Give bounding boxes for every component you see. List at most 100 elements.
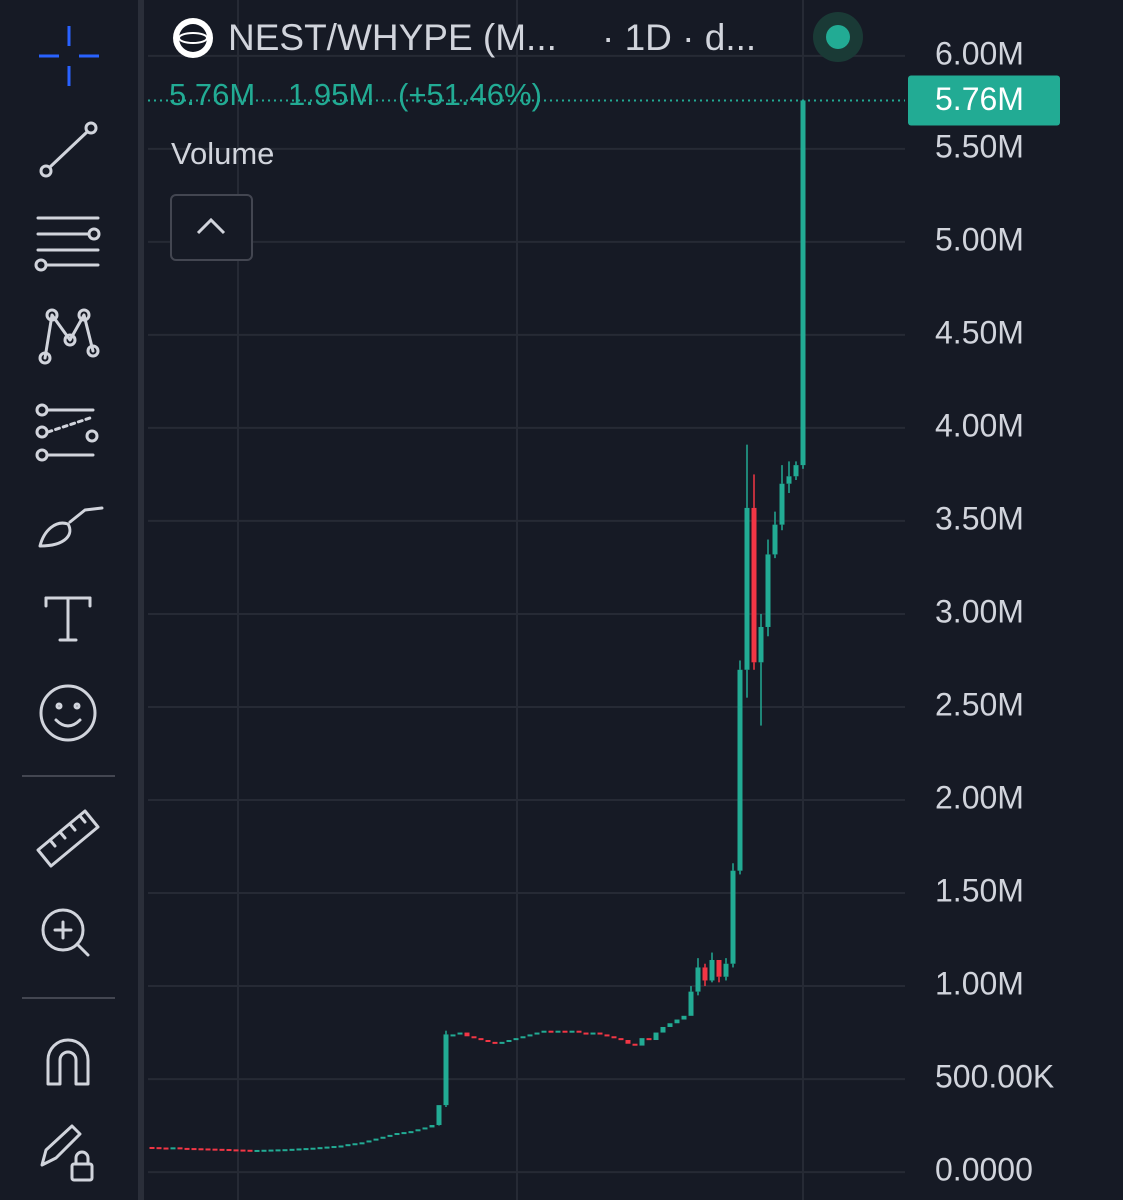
candle-body	[492, 1041, 498, 1044]
candle-body	[394, 1133, 400, 1136]
candle-body	[156, 1147, 162, 1150]
y-tick-label: 1.00M	[935, 965, 1024, 1001]
legend-value: 5.76M	[169, 77, 255, 112]
candle-body	[527, 1034, 533, 1037]
status-dot	[826, 25, 850, 49]
y-tick-label: 0.0000	[935, 1152, 1033, 1188]
pattern-tool[interactable]	[38, 308, 100, 365]
candle-body	[716, 960, 722, 977]
candle-body	[751, 507, 757, 663]
candle-body	[520, 1036, 526, 1039]
candle-body	[737, 669, 743, 871]
candle-body	[233, 1149, 239, 1152]
lock-drawing-tool[interactable]	[40, 1124, 94, 1182]
legend-change: 1.95M	[288, 77, 374, 112]
candle-body	[380, 1136, 386, 1139]
candle-body	[772, 524, 778, 555]
candle-body	[513, 1038, 519, 1041]
collapse-icon	[196, 217, 226, 235]
candle-body	[310, 1147, 316, 1150]
candle-body	[485, 1040, 491, 1042]
candle-body	[226, 1149, 232, 1152]
candle-body	[289, 1148, 295, 1151]
candle-body	[541, 1030, 547, 1033]
candle-body	[695, 967, 701, 992]
y-tick-label: 6.00M	[935, 35, 1024, 71]
candle-body	[660, 1026, 666, 1033]
brush-tool[interactable]	[38, 506, 104, 548]
candle-body	[723, 963, 729, 977]
candle-body	[198, 1148, 204, 1151]
y-tick-label: 1.50M	[935, 872, 1024, 908]
candle-body	[170, 1147, 176, 1150]
candle-body	[702, 967, 708, 981]
candle-body	[247, 1149, 253, 1152]
candle-body	[618, 1038, 624, 1041]
y-tick-label: 5.50M	[935, 128, 1024, 164]
y-tick-label: 4.00M	[935, 407, 1024, 443]
candle-body	[464, 1032, 470, 1037]
last-price-label: 5.76M	[935, 81, 1024, 117]
candle-body	[597, 1032, 603, 1035]
candle-body	[793, 465, 799, 477]
candle-body	[646, 1038, 652, 1041]
candle-body	[576, 1030, 582, 1033]
candle-body	[401, 1132, 407, 1135]
candle-body	[191, 1148, 197, 1151]
legend-percent: (+51.46%)	[398, 77, 542, 112]
candle-body	[415, 1129, 421, 1132]
candle-body	[345, 1144, 351, 1147]
candle-body	[569, 1030, 575, 1033]
candle-body	[800, 100, 806, 466]
text-tool[interactable]	[44, 596, 92, 642]
candle-body	[324, 1146, 330, 1149]
candles	[149, 100, 806, 1152]
candle-body	[625, 1040, 631, 1044]
indicator-label[interactable]: Volume	[171, 136, 274, 171]
candle-body	[408, 1131, 414, 1134]
trendline-tool[interactable]	[39, 121, 98, 178]
candle-body	[387, 1134, 393, 1137]
candle-body	[667, 1023, 673, 1027]
candle-body	[268, 1149, 274, 1152]
candle-body	[779, 483, 785, 525]
candle-body	[534, 1032, 540, 1035]
y-axis: 6.00M 5.50M 5.00M 4.50M 4.00M 3.50M 3.00M 2.50M…	[935, 35, 1054, 1187]
y-tick-label: 2.50M	[935, 686, 1024, 722]
candle-body	[562, 1030, 568, 1033]
crosshair-tool[interactable]	[39, 26, 99, 86]
zoom-tool[interactable]	[41, 908, 90, 957]
candle-body	[499, 1041, 505, 1044]
candle-body	[506, 1040, 512, 1042]
candle-body	[296, 1148, 302, 1151]
ruler-tool[interactable]	[36, 809, 100, 868]
candle-body	[338, 1145, 344, 1148]
candle-body	[303, 1148, 309, 1151]
y-tick-label: 500.00K	[935, 1059, 1054, 1095]
interval-text[interactable]: · 1D · d...	[602, 17, 756, 58]
candle-body	[205, 1148, 211, 1151]
fib-tool[interactable]	[34, 216, 101, 272]
candle-body	[352, 1143, 358, 1146]
collapse-button[interactable]	[170, 194, 253, 261]
y-tick-label: 3.00M	[935, 593, 1024, 629]
candle-body	[317, 1147, 323, 1150]
grid	[148, 54, 905, 1174]
candle-body	[429, 1125, 435, 1128]
candle-body	[359, 1142, 365, 1145]
candle-body	[583, 1032, 589, 1035]
candle-body	[331, 1146, 337, 1149]
candle-body	[709, 960, 715, 981]
magnet-tool[interactable]	[46, 1038, 90, 1086]
emoji-tool[interactable]	[39, 684, 97, 742]
candle-body	[590, 1032, 596, 1035]
prediction-tool[interactable]	[35, 403, 99, 462]
candle-body	[674, 1019, 680, 1024]
candle-body	[632, 1043, 638, 1046]
chart-title[interactable]: NEST/WHYPE (M...	[228, 17, 557, 58]
candle-body	[758, 626, 764, 663]
candle-body	[219, 1148, 225, 1151]
candle-body	[254, 1149, 260, 1152]
